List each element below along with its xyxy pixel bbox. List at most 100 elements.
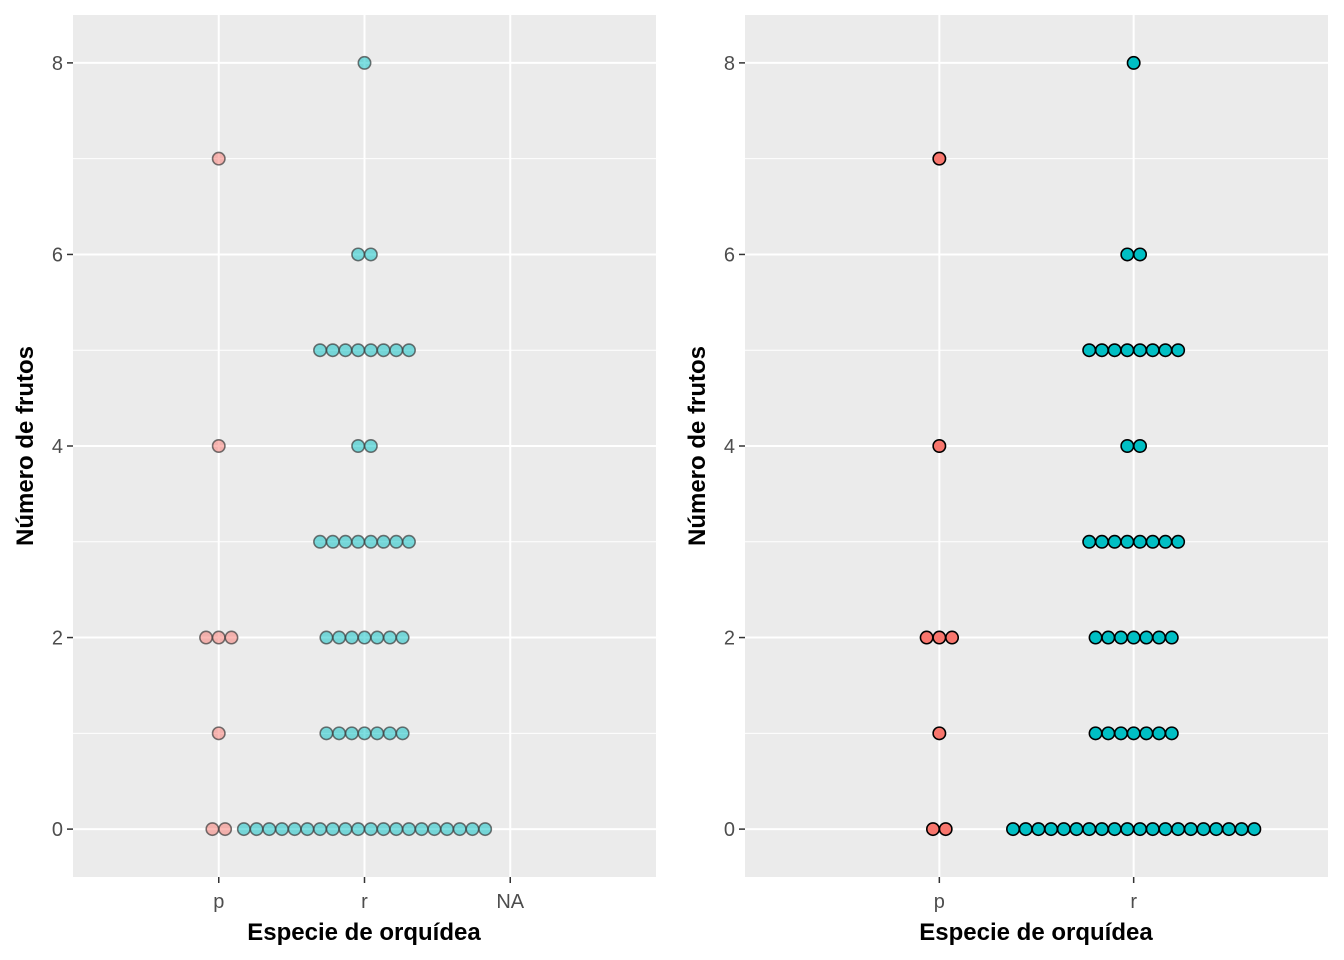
data-point xyxy=(1209,822,1224,837)
y-axis-title: Número de frutos xyxy=(12,346,39,546)
data-point xyxy=(1101,630,1116,645)
data-point xyxy=(1152,726,1167,741)
y-tick-label: 8 xyxy=(52,53,63,75)
y-tick-label: 2 xyxy=(52,628,63,650)
data-point xyxy=(1006,822,1021,837)
data-point xyxy=(414,822,429,837)
data-point xyxy=(395,726,410,741)
data-point xyxy=(1133,822,1148,837)
data-point xyxy=(332,726,347,741)
y-tick-label: 4 xyxy=(724,436,735,458)
data-point xyxy=(1069,822,1084,837)
data-point xyxy=(1145,343,1160,358)
data-point xyxy=(205,822,220,837)
data-point xyxy=(382,630,397,645)
data-point xyxy=(1113,726,1128,741)
data-point xyxy=(376,343,391,358)
data-point xyxy=(1120,438,1135,453)
y-tick-label: 2 xyxy=(724,628,735,650)
data-point xyxy=(1234,822,1249,837)
data-point xyxy=(1031,822,1046,837)
data-point xyxy=(1164,630,1179,645)
data-point xyxy=(1133,438,1148,453)
data-point xyxy=(1107,534,1122,549)
data-point xyxy=(1120,534,1135,549)
data-point xyxy=(932,726,947,741)
data-point xyxy=(338,534,353,549)
data-point xyxy=(262,822,277,837)
data-point xyxy=(325,534,340,549)
data-point xyxy=(1126,726,1141,741)
data-point xyxy=(1107,343,1122,358)
data-point xyxy=(313,822,328,837)
data-point xyxy=(1126,55,1141,70)
y-axis-title: Número de frutos xyxy=(684,346,711,546)
data-point xyxy=(925,822,940,837)
data-point xyxy=(1139,726,1154,741)
data-point xyxy=(452,822,467,837)
data-point xyxy=(351,343,366,358)
data-point xyxy=(389,534,404,549)
data-point xyxy=(1088,726,1103,741)
data-point xyxy=(376,534,391,549)
data-point xyxy=(325,343,340,358)
y-tick-label: 0 xyxy=(52,819,63,841)
data-point xyxy=(1094,822,1109,837)
data-point xyxy=(1120,822,1135,837)
data-point xyxy=(236,822,251,837)
data-point xyxy=(1107,822,1122,837)
data-point xyxy=(938,822,953,837)
data-point xyxy=(363,247,378,262)
data-point xyxy=(1113,630,1128,645)
data-point xyxy=(1158,343,1173,358)
data-point xyxy=(932,438,947,453)
data-point xyxy=(1145,534,1160,549)
data-point xyxy=(363,438,378,453)
data-point xyxy=(344,630,359,645)
data-point xyxy=(1088,630,1103,645)
data-point xyxy=(382,726,397,741)
data-point xyxy=(945,630,960,645)
x-tick-label: p xyxy=(934,891,945,913)
data-point xyxy=(1133,343,1148,358)
data-point xyxy=(1126,630,1141,645)
right-dot-plot-panel: 0 2 4 6 8 p r Especie de orquídea Número de frut… xyxy=(684,15,1328,946)
data-point xyxy=(1133,247,1148,262)
data-point xyxy=(211,726,226,741)
y-tick-label: 6 xyxy=(52,244,63,266)
data-point xyxy=(287,822,302,837)
data-point xyxy=(1221,822,1236,837)
data-point xyxy=(1082,534,1097,549)
data-point xyxy=(357,726,372,741)
data-point xyxy=(1139,630,1154,645)
x-axis-title: Especie de orquídea xyxy=(919,919,1153,946)
data-point xyxy=(249,822,264,837)
data-point xyxy=(338,343,353,358)
data-point xyxy=(1133,534,1148,549)
data-point xyxy=(1101,726,1116,741)
data-point xyxy=(919,630,934,645)
x-tick-label: r xyxy=(361,891,368,913)
data-point xyxy=(1018,822,1033,837)
data-point xyxy=(932,630,947,645)
data-point xyxy=(338,822,353,837)
data-point xyxy=(427,822,442,837)
data-point xyxy=(319,630,334,645)
y-tick-label: 4 xyxy=(52,436,63,458)
data-point xyxy=(395,630,410,645)
data-point xyxy=(389,343,404,358)
data-point xyxy=(357,630,372,645)
data-point xyxy=(274,822,289,837)
data-point xyxy=(1094,343,1109,358)
data-point xyxy=(1196,822,1211,837)
x-tick-label: r xyxy=(1130,891,1137,913)
data-point xyxy=(401,822,416,837)
data-point xyxy=(211,630,226,645)
data-point xyxy=(376,822,391,837)
data-point xyxy=(370,630,385,645)
data-point xyxy=(370,726,385,741)
data-point xyxy=(1056,822,1071,837)
data-point xyxy=(465,822,480,837)
data-point xyxy=(1171,822,1186,837)
